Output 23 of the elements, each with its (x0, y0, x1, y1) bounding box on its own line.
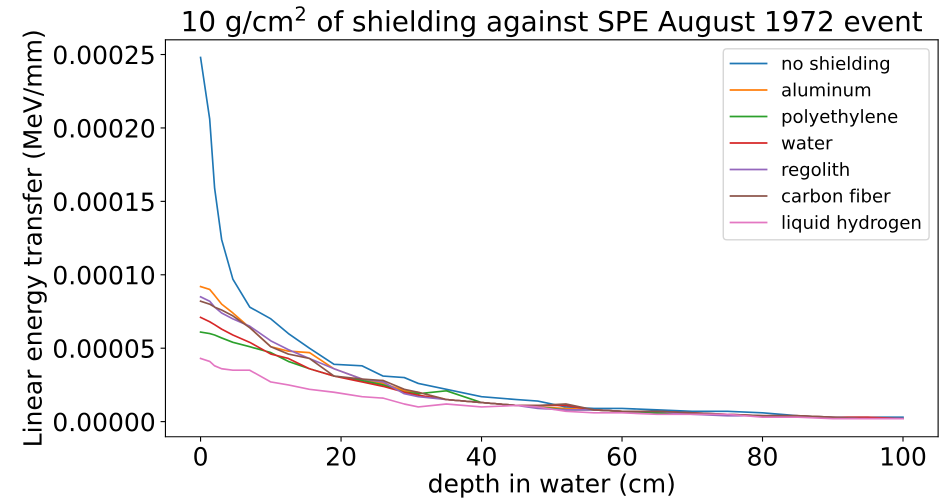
y-tick-label: 0.00005 (54, 339, 154, 358)
x-tick-label: 40 (466, 446, 496, 466)
x-tick-label: 60 (608, 446, 636, 466)
y-tick-label: 0.00000 (54, 412, 154, 432)
legend-label: no shielding (782, 56, 890, 74)
x-tick-label: 100 (882, 446, 926, 466)
y-tick-label: 0.00015 (54, 192, 154, 212)
legend-label: polyethylene (782, 109, 898, 127)
legend-label: aluminum (782, 82, 870, 97)
chart-title: 10 g/cm$^{2}$ of shielding against SPE August 1972 event (184, 6, 922, 38)
legend-label: water (782, 136, 832, 150)
y-tick-label: 0.00020 (54, 118, 154, 138)
legend-label: regolith (782, 162, 849, 180)
y-tick-label: 0.00025 (54, 45, 154, 64)
y-axis-title: Linear energy transfer (MeV/mm) (22, 31, 47, 445)
x-axis-title: depth in water (cm) (429, 473, 674, 498)
y-tick-label: 0.00010 (54, 266, 154, 285)
x-tick-label: 0 (194, 446, 207, 466)
legend-label: liquid hydrogen (782, 215, 920, 233)
x-tick-label: 80 (748, 446, 777, 466)
legend-label: carbon fiber (782, 188, 891, 203)
x-tick-label: 20 (326, 446, 356, 466)
line-series (200, 358, 904, 420)
